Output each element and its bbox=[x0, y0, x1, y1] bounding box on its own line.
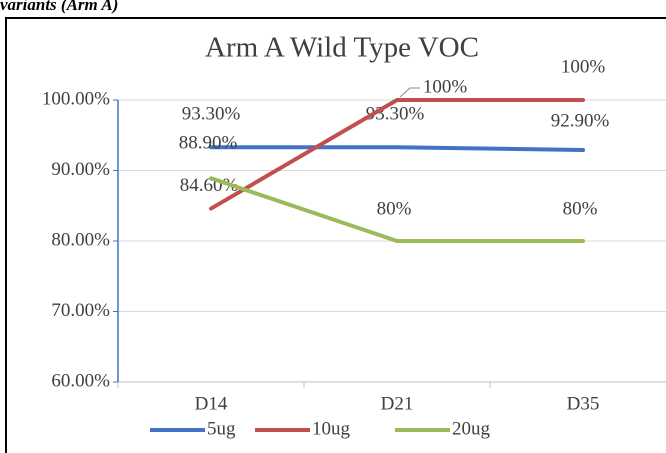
legend-label: 10ug bbox=[312, 418, 351, 439]
data-label: 92.90% bbox=[551, 110, 610, 131]
data-label: 100% bbox=[561, 56, 606, 77]
series-line bbox=[209, 176, 585, 243]
data-label: 100% bbox=[423, 76, 468, 97]
x-tick-label: D21 bbox=[381, 393, 414, 414]
data-label: 80% bbox=[377, 198, 412, 219]
series-line bbox=[209, 98, 585, 211]
data-label: 84.60% bbox=[180, 175, 239, 196]
y-tick-label: 90.00% bbox=[51, 159, 110, 180]
series-line bbox=[209, 145, 585, 153]
leader-line bbox=[399, 87, 420, 98]
caption: variants (Arm A) bbox=[0, 0, 118, 14]
data-label: 80% bbox=[563, 198, 598, 219]
y-tick-label: 70.00% bbox=[51, 300, 110, 321]
chart-title: Arm A Wild Type VOC bbox=[205, 32, 479, 64]
data-label: 93.30% bbox=[182, 104, 241, 125]
x-tick-label: D14 bbox=[195, 393, 228, 414]
chart-frame bbox=[5, 17, 666, 453]
legend-label: 20ug bbox=[452, 418, 491, 439]
y-tick-label: 100.00% bbox=[42, 88, 110, 109]
x-tick-label: D35 bbox=[567, 393, 600, 414]
data-label: 88.90% bbox=[179, 133, 238, 154]
y-tick-label: 80.00% bbox=[51, 229, 110, 250]
y-tick-label: 60.00% bbox=[51, 370, 110, 391]
legend-label: 5ug bbox=[207, 418, 236, 439]
